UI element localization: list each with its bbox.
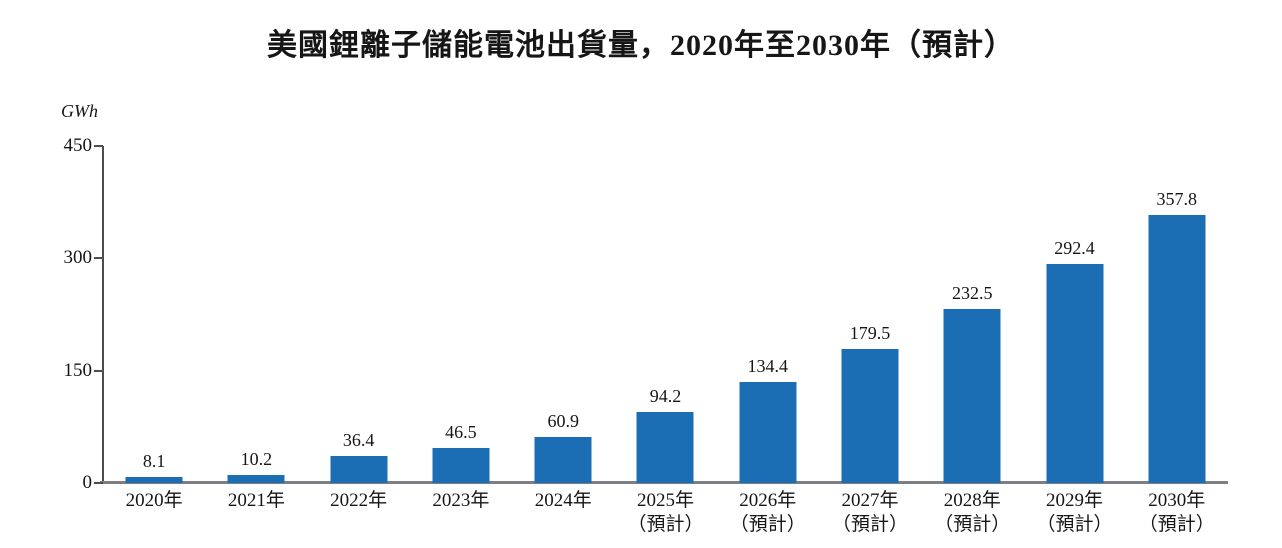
x-axis-category-label: 2021年	[195, 489, 317, 513]
x-axis-category-note: （預計）	[831, 514, 908, 535]
bar-slot: 8.1 2020年	[103, 146, 205, 511]
x-axis-category-label: 2026年 （預計）	[707, 489, 829, 537]
bar	[1046, 264, 1104, 483]
y-axis-tick-mark	[94, 369, 103, 372]
bar-value-label: 36.4	[342, 429, 375, 450]
bar-slot: 134.4 2026年 （預計）	[717, 146, 819, 535]
bar	[739, 382, 797, 483]
bar-value-label: 134.4	[747, 356, 788, 377]
bar	[841, 348, 899, 483]
x-axis-category-year: 2030年	[1148, 490, 1206, 511]
y-axis-tick-label: 300	[63, 247, 93, 269]
x-axis-category-note: （預計）	[627, 514, 704, 535]
x-axis-category-label: 2029年 （預計）	[1013, 489, 1135, 537]
bar-value-label: 8.1	[142, 450, 166, 471]
bar	[534, 437, 592, 483]
bar-value-label: 179.5	[849, 322, 891, 343]
bar-value-label: 292.4	[1054, 238, 1095, 259]
x-axis-category-label: 2025年 （預計）	[604, 489, 726, 537]
x-axis-category-label: 2030年 （預計）	[1116, 489, 1238, 537]
bar	[432, 448, 490, 483]
chart-title: 美國鋰離子儲能電池出貨量，2020年至2030年（預計）	[267, 29, 1015, 62]
y-axis-tick-mark	[94, 482, 103, 484]
x-axis-category-label: 2027年 （預計）	[809, 489, 931, 537]
bar-value-label: 60.9	[547, 411, 579, 432]
bar	[227, 475, 285, 483]
bar-slot: 179.5 2027年 （預計）	[819, 146, 921, 535]
y-axis-line	[102, 146, 104, 483]
x-axis-category-year: 2026年	[739, 490, 797, 511]
x-axis-category-note: （預計）	[1138, 514, 1215, 535]
y-axis-tick-mark	[94, 257, 103, 260]
x-axis-category-label: 2024年	[502, 489, 624, 513]
x-axis-category-year: 2023年	[432, 490, 490, 511]
bar-value-label: 232.5	[952, 282, 993, 303]
bar-value-label: 46.5	[445, 422, 477, 443]
x-axis-category-year: 2024年	[534, 490, 592, 511]
x-axis-category-note: （預計）	[1036, 514, 1113, 535]
bar	[636, 412, 694, 483]
bar-slot: 46.5 2023年	[410, 146, 512, 511]
x-axis-category-year: 2020年	[125, 490, 183, 511]
x-axis-category-year: 2025年	[636, 490, 694, 511]
bar	[943, 308, 1001, 483]
bar	[330, 455, 388, 483]
x-axis-category-year: 2027年	[841, 490, 899, 511]
y-axis-tick-label: 150	[63, 359, 93, 381]
bar-slot: 357.8 2030年 （預計）	[1126, 146, 1228, 535]
y-axis-unit-label: GWh	[61, 101, 98, 121]
x-axis-category-label: 2028年 （預計）	[911, 489, 1033, 537]
plot-area: 8.1 2020年 10.2 2021年 36.4 2022年 46.5 2023年 60.9 2…	[103, 146, 1228, 535]
y-axis-tick-label: 450	[63, 135, 93, 156]
y-axis-tick-mark	[94, 145, 103, 147]
bar-slot: 292.4 2029年 （預計）	[1023, 146, 1125, 535]
x-axis-category-label: 2022年	[298, 489, 420, 513]
bar-value-label: 357.8	[1156, 189, 1198, 210]
x-axis-category-year: 2022年	[330, 490, 388, 511]
x-axis-category-year: 2028年	[943, 490, 1001, 511]
y-axis-tick-label: 0	[82, 472, 93, 493]
bar-slot: 232.5 2028年 （預計）	[921, 146, 1023, 535]
x-axis-category-note: （預計）	[934, 514, 1011, 535]
x-axis-category-year: 2029年	[1046, 490, 1104, 511]
x-axis-category-year: 2021年	[227, 490, 285, 511]
bar	[1148, 215, 1206, 483]
x-axis-category-label: 2020年	[93, 489, 215, 513]
bar-slot: 36.4 2022年	[308, 146, 410, 511]
x-axis-category-note: （預計）	[729, 514, 806, 535]
bar	[125, 476, 183, 483]
bar-slot: 60.9 2024年	[512, 146, 614, 511]
bar-value-label: 94.2	[649, 386, 682, 407]
bar-slot: 10.2 2021年	[205, 146, 307, 511]
bar-value-label: 10.2	[240, 449, 273, 470]
bar-slot: 94.2 2025年 （預計）	[614, 146, 716, 535]
x-axis-category-label: 2023年	[400, 489, 522, 513]
